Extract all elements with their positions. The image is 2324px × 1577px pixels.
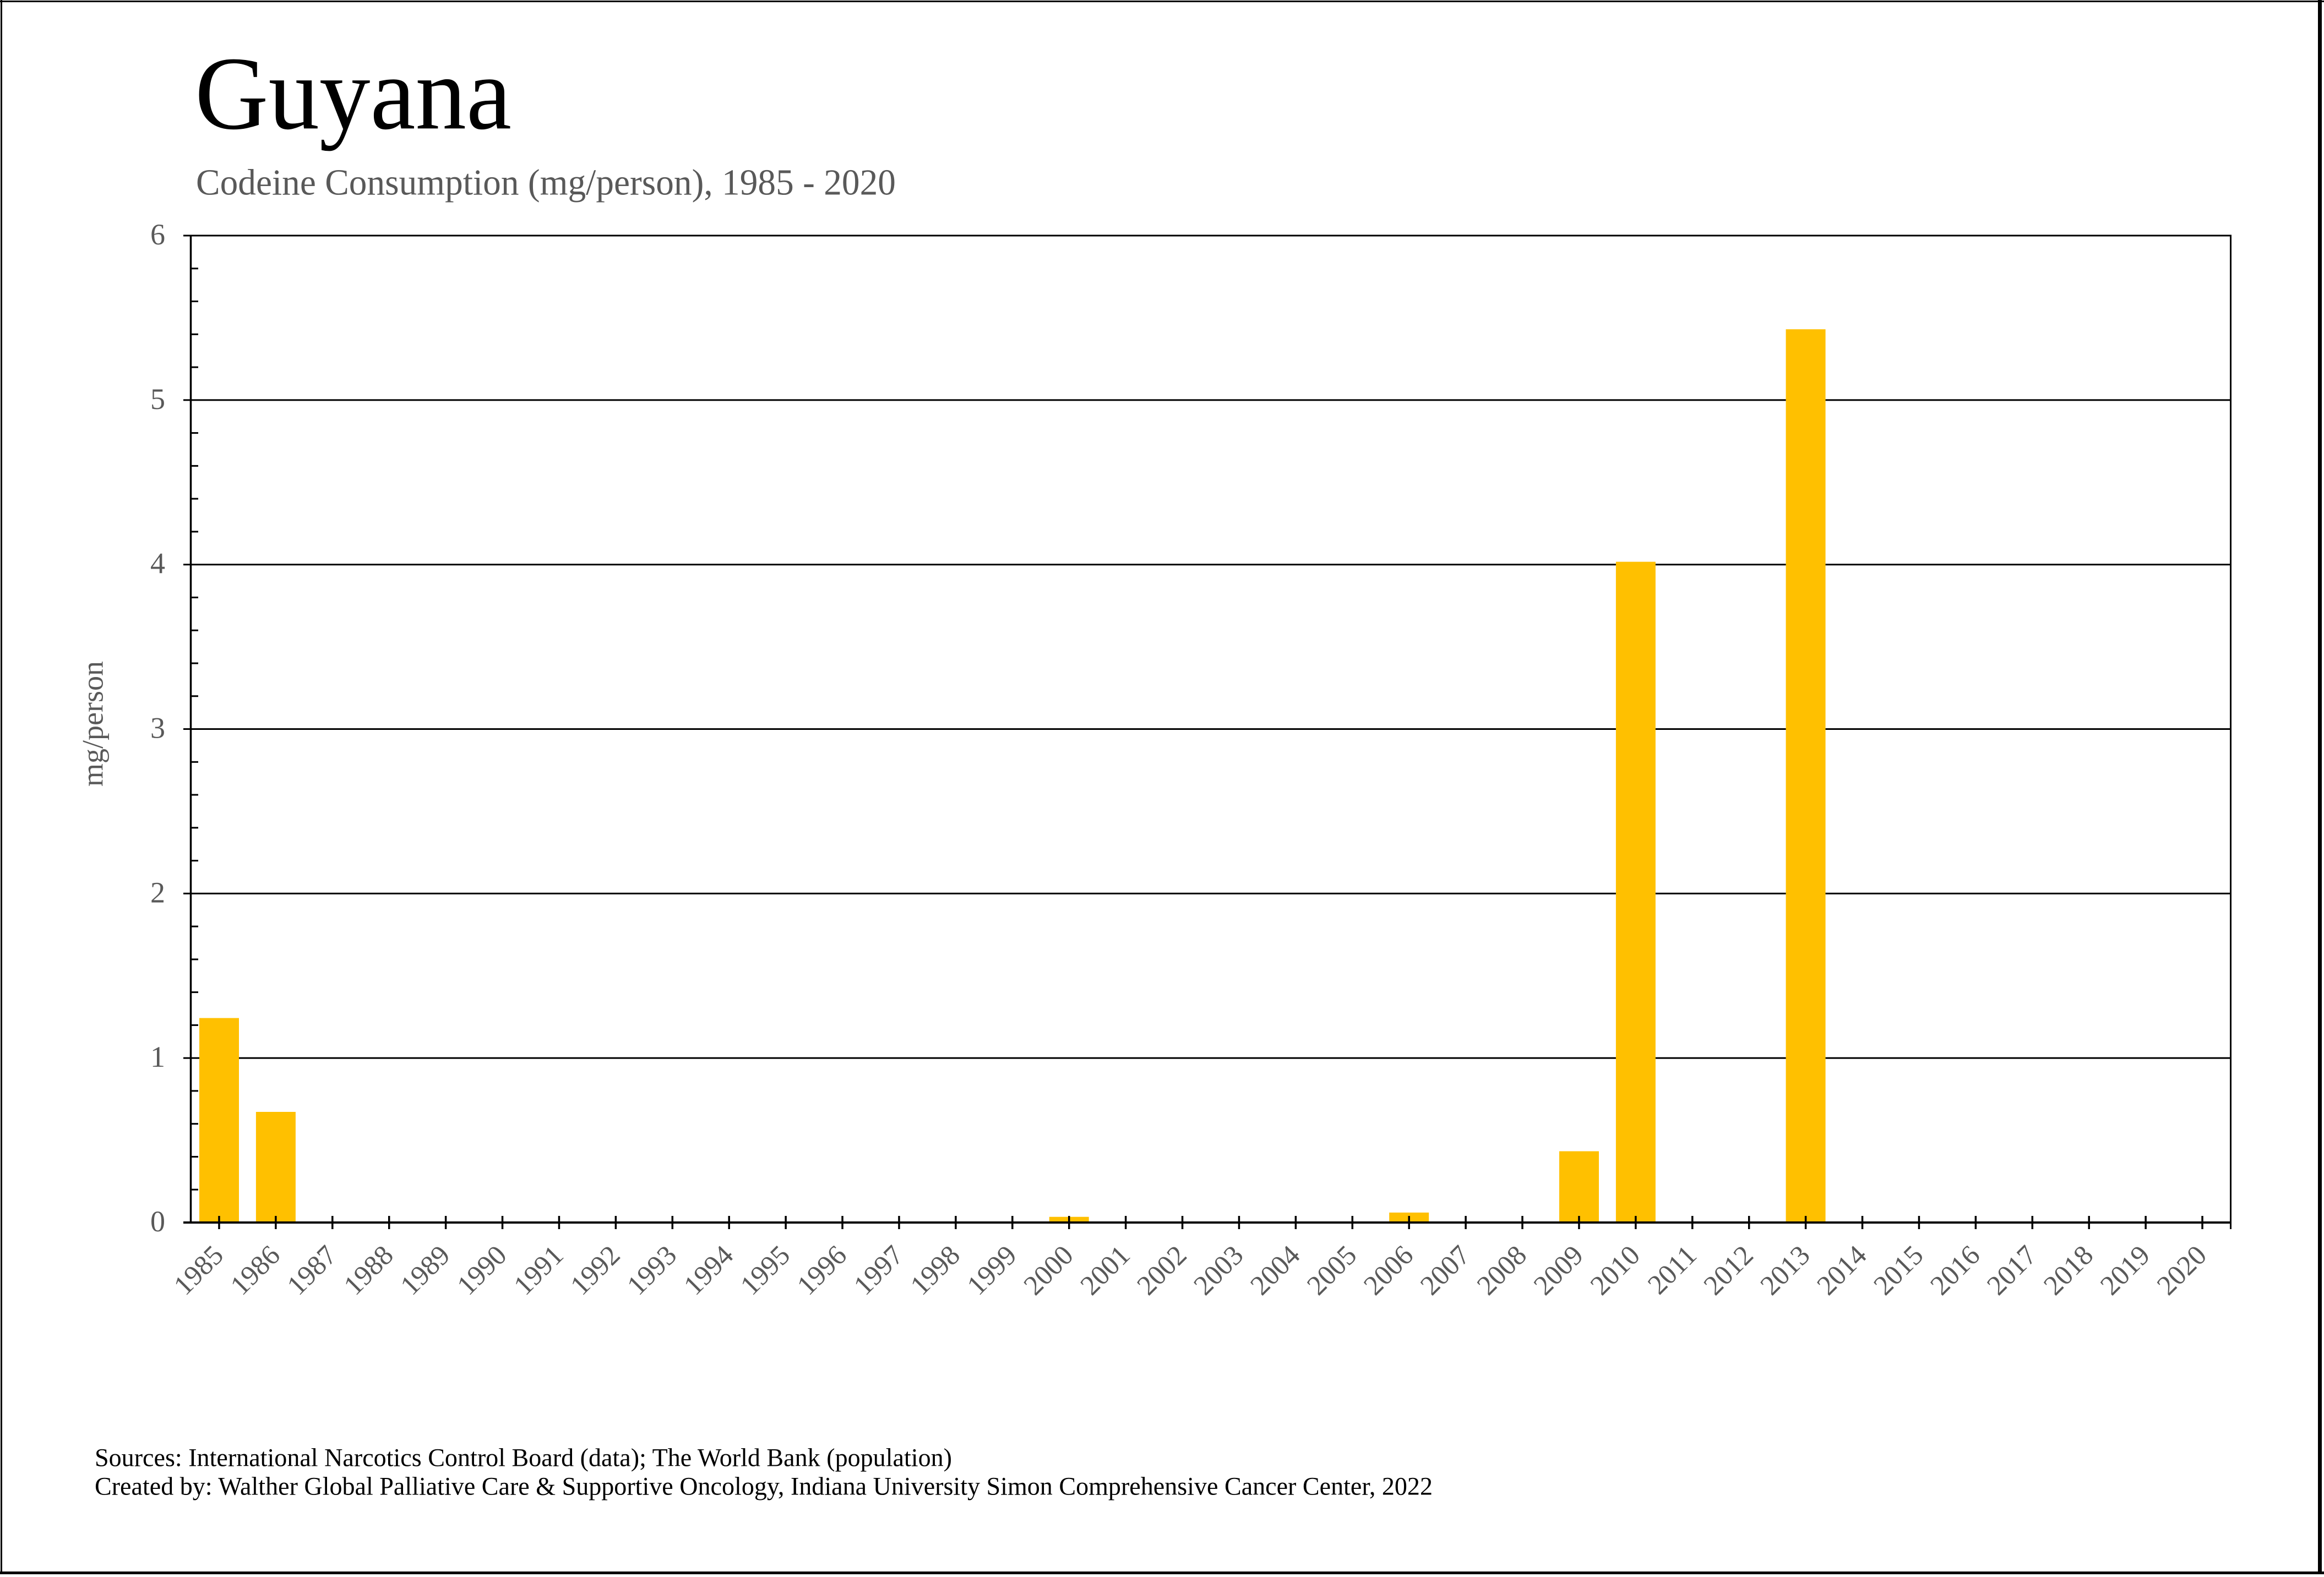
svg-text:3: 3 — [150, 712, 165, 745]
svg-text:mg/person: mg/person — [77, 661, 110, 787]
svg-text:1995: 1995 — [734, 1240, 796, 1301]
svg-text:4: 4 — [150, 547, 165, 580]
svg-text:2008: 2008 — [1471, 1240, 1533, 1301]
svg-text:2016: 2016 — [1925, 1240, 1986, 1301]
svg-text:1: 1 — [150, 1040, 165, 1073]
svg-text:1998: 1998 — [905, 1240, 966, 1301]
svg-text:2009: 2009 — [1528, 1240, 1590, 1301]
svg-text:2018: 2018 — [2038, 1240, 2099, 1301]
svg-text:2017: 2017 — [1982, 1240, 2043, 1301]
svg-text:2003: 2003 — [1188, 1240, 1250, 1301]
svg-text:2001: 2001 — [1075, 1240, 1136, 1301]
svg-text:2014: 2014 — [1811, 1240, 1873, 1301]
svg-text:2011: 2011 — [1642, 1240, 1702, 1300]
svg-text:2002: 2002 — [1131, 1240, 1193, 1301]
svg-text:1996: 1996 — [791, 1240, 853, 1301]
svg-text:2004: 2004 — [1245, 1240, 1307, 1301]
svg-text:6: 6 — [150, 218, 165, 251]
svg-text:Codeine Consumption (mg/person: Codeine Consumption (mg/person), 1985 - … — [196, 162, 896, 203]
svg-text:2015: 2015 — [1868, 1240, 1930, 1301]
svg-text:1988: 1988 — [338, 1240, 400, 1301]
svg-text:2000: 2000 — [1018, 1240, 1080, 1301]
svg-text:1991: 1991 — [508, 1240, 570, 1301]
svg-text:2010: 2010 — [1585, 1240, 1646, 1301]
svg-text:1997: 1997 — [848, 1240, 910, 1301]
svg-text:Created by: Walther Global Pal: Created by: Walther Global Palliative Ca… — [95, 1472, 1433, 1500]
svg-text:2: 2 — [150, 876, 165, 909]
svg-text:1989: 1989 — [395, 1240, 456, 1301]
svg-text:1999: 1999 — [961, 1240, 1023, 1301]
svg-text:1985: 1985 — [168, 1240, 230, 1301]
svg-text:Guyana: Guyana — [195, 36, 511, 151]
svg-text:2013: 2013 — [1755, 1240, 1816, 1301]
svg-text:Sources: International Narcoti: Sources: International Narcotics Control… — [95, 1443, 952, 1472]
svg-text:2019: 2019 — [2094, 1240, 2156, 1301]
svg-text:1993: 1993 — [622, 1240, 683, 1301]
svg-text:5: 5 — [150, 383, 165, 416]
svg-text:2005: 2005 — [1302, 1240, 1363, 1301]
svg-text:1992: 1992 — [565, 1240, 627, 1301]
svg-text:1994: 1994 — [678, 1240, 739, 1301]
svg-text:1987: 1987 — [281, 1240, 343, 1301]
svg-text:2012: 2012 — [1698, 1240, 1760, 1301]
svg-text:2020: 2020 — [2151, 1240, 2213, 1301]
svg-text:1990: 1990 — [451, 1240, 513, 1301]
svg-text:0: 0 — [150, 1205, 165, 1238]
svg-text:2007: 2007 — [1414, 1240, 1476, 1301]
svg-text:1986: 1986 — [225, 1240, 286, 1301]
svg-text:2006: 2006 — [1358, 1240, 1419, 1301]
